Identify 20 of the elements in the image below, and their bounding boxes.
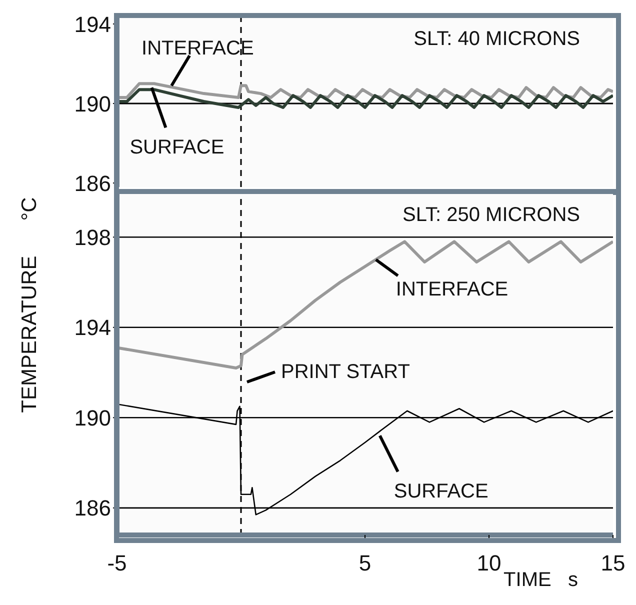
annotation: SURFACE bbox=[394, 480, 488, 503]
annotation: SURFACE bbox=[130, 136, 224, 159]
x-tick-label: 5 bbox=[358, 550, 372, 576]
x-axis-title: TIME s bbox=[504, 569, 578, 592]
x-tick-label: 15 bbox=[600, 550, 626, 576]
annotation: SLT: 250 MICRONS bbox=[402, 204, 580, 227]
y-tick-label: 186 bbox=[74, 496, 111, 521]
y-tick-label: 194 bbox=[74, 12, 111, 37]
y-tick-label: 194 bbox=[74, 315, 111, 340]
x-tick-label: 10 bbox=[476, 550, 502, 576]
annotation: SLT: 40 MICRONS bbox=[414, 28, 580, 51]
ref-line-label: PRINT START bbox=[281, 361, 410, 383]
x-tick-label: -5 bbox=[107, 550, 127, 576]
y-axis-title: TEMPERATURE °C bbox=[18, 197, 42, 413]
y-tick-label: 186 bbox=[74, 170, 111, 196]
y-tick-label: 190 bbox=[74, 405, 111, 430]
annotation: INTERFACE bbox=[142, 38, 254, 60]
y-tick-label: 190 bbox=[74, 91, 111, 116]
annotation: INTERFACE bbox=[396, 278, 508, 301]
y-tick-label: 198 bbox=[74, 224, 111, 250]
